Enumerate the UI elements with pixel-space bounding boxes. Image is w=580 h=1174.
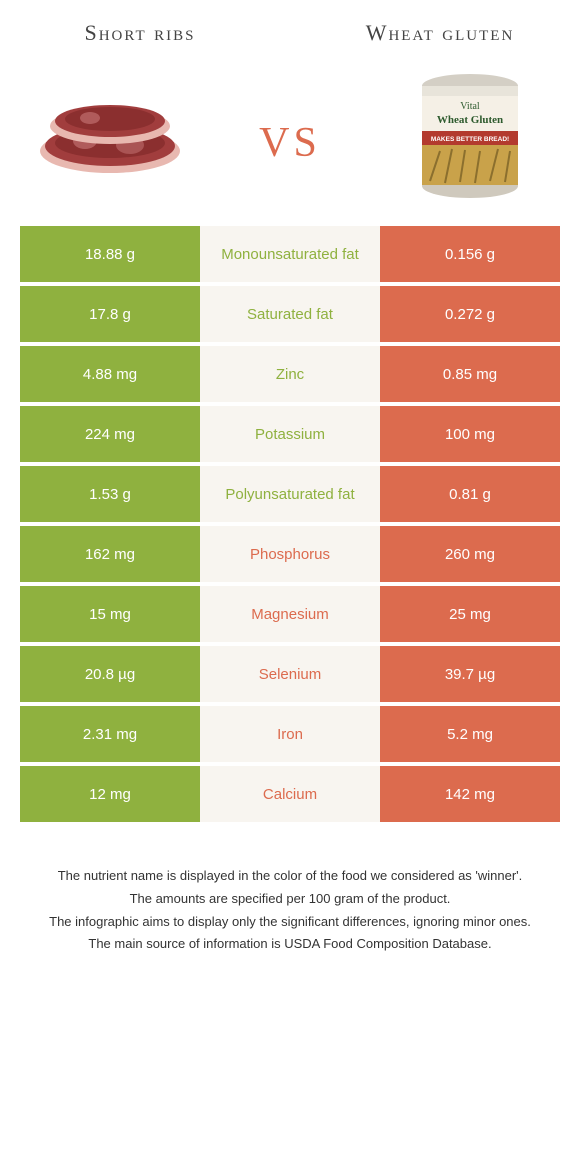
cell-right-value: 0.85 mg xyxy=(380,346,560,402)
left-food-image xyxy=(30,76,190,196)
footer-line: The amounts are specified per 100 gram o… xyxy=(30,889,550,910)
cell-right-value: 39.7 µg xyxy=(380,646,560,702)
cell-left-value: 20.8 µg xyxy=(20,646,200,702)
footer-line: The main source of information is USDA F… xyxy=(30,934,550,955)
cell-right-value: 100 mg xyxy=(380,406,560,462)
cell-left-value: 1.53 g xyxy=(20,466,200,522)
cell-left-value: 162 mg xyxy=(20,526,200,582)
cell-right-value: 260 mg xyxy=(380,526,560,582)
table-row: 2.31 mgIron5.2 mg xyxy=(20,706,560,762)
header-left: Short ribs xyxy=(40,20,240,46)
cell-right-value: 5.2 mg xyxy=(380,706,560,762)
cell-left-value: 4.88 mg xyxy=(20,346,200,402)
footer-notes: The nutrient name is displayed in the co… xyxy=(0,826,580,955)
table-row: 162 mgPhosphorus260 mg xyxy=(20,526,560,582)
cell-nutrient-label: Saturated fat xyxy=(200,286,380,342)
cell-left-value: 12 mg xyxy=(20,766,200,822)
cell-left-value: 224 mg xyxy=(20,406,200,462)
cell-nutrient-label: Iron xyxy=(200,706,380,762)
cell-nutrient-label: Magnesium xyxy=(200,586,380,642)
wheat-gluten-can-icon: Vital Wheat Gluten MAKES BETTER BREAD! xyxy=(410,71,530,201)
table-row: 20.8 µgSelenium39.7 µg xyxy=(20,646,560,702)
cell-right-value: 0.272 g xyxy=(380,286,560,342)
footer-line: The infographic aims to display only the… xyxy=(30,912,550,933)
table-row: 18.88 gMonounsaturated fat0.156 g xyxy=(20,226,560,282)
can-brand-main: Wheat Gluten xyxy=(437,114,503,126)
cell-nutrient-label: Polyunsaturated fat xyxy=(200,466,380,522)
table-row: 1.53 gPolyunsaturated fat0.81 g xyxy=(20,466,560,522)
table-row: 17.8 gSaturated fat0.272 g xyxy=(20,286,560,342)
cell-nutrient-label: Selenium xyxy=(200,646,380,702)
cell-left-value: 17.8 g xyxy=(20,286,200,342)
header-right: Wheat gluten xyxy=(340,20,540,46)
cell-nutrient-label: Potassium xyxy=(200,406,380,462)
cell-nutrient-label: Zinc xyxy=(200,346,380,402)
cell-left-value: 15 mg xyxy=(20,586,200,642)
table-row: 15 mgMagnesium25 mg xyxy=(20,586,560,642)
right-food-image: Vital Wheat Gluten MAKES BETTER BREAD! xyxy=(390,76,550,196)
can-brand-top: Vital xyxy=(460,101,480,112)
footer-line: The nutrient name is displayed in the co… xyxy=(30,866,550,887)
cell-right-value: 0.156 g xyxy=(380,226,560,282)
cell-right-value: 25 mg xyxy=(380,586,560,642)
table-row: 12 mgCalcium142 mg xyxy=(20,766,560,822)
cell-left-value: 18.88 g xyxy=(20,226,200,282)
headers-row: Short ribs Wheat gluten xyxy=(0,0,580,56)
nutrient-table: 18.88 gMonounsaturated fat0.156 g17.8 gS… xyxy=(0,226,580,822)
table-row: 4.88 mgZinc0.85 mg xyxy=(20,346,560,402)
can-banner: MAKES BETTER BREAD! xyxy=(431,136,509,143)
hero-row: vs Vital Wheat Gluten MAKES BETTER BREAD… xyxy=(0,56,580,226)
cell-right-value: 0.81 g xyxy=(380,466,560,522)
vs-label: vs xyxy=(259,102,321,171)
cell-right-value: 142 mg xyxy=(380,766,560,822)
table-row: 224 mgPotassium100 mg xyxy=(20,406,560,462)
cell-nutrient-label: Calcium xyxy=(200,766,380,822)
cell-left-value: 2.31 mg xyxy=(20,706,200,762)
short-ribs-icon xyxy=(35,91,185,181)
cell-nutrient-label: Phosphorus xyxy=(200,526,380,582)
cell-nutrient-label: Monounsaturated fat xyxy=(200,226,380,282)
